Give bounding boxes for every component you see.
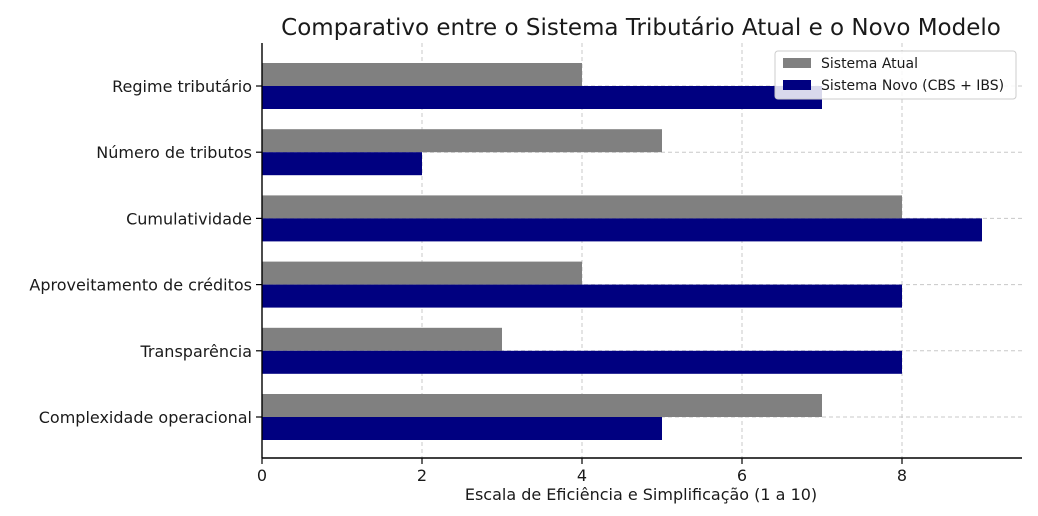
category-label: Aproveitamento de créditos — [29, 276, 252, 295]
bar-atual — [262, 129, 662, 153]
x-tick-label: 6 — [737, 466, 747, 485]
category-label: Cumulatividade — [126, 209, 252, 228]
x-tick-label: 8 — [897, 466, 907, 485]
bar-novo — [262, 86, 822, 109]
legend-frame — [774, 50, 1017, 100]
bar-novo — [262, 152, 422, 176]
bar-novo — [262, 350, 902, 374]
bar-atual — [262, 327, 502, 351]
x-tick-label: 4 — [577, 466, 587, 485]
legend-swatch — [783, 80, 811, 90]
legend-swatch — [783, 58, 811, 68]
bar-atual — [262, 195, 902, 219]
bar-layer — [262, 63, 982, 440]
bar-novo — [262, 218, 982, 242]
x-axis-label: Escala de Eficiência e Simplificação (1 … — [465, 485, 817, 504]
bar-atual — [262, 394, 822, 417]
x-tick-label: 0 — [257, 466, 267, 485]
legend-label: Sistema Atual — [821, 56, 918, 72]
bar-atual — [262, 63, 582, 86]
category-label: Regime tributário — [112, 77, 252, 96]
bar-novo — [262, 417, 662, 440]
legend: Sistema Atual Sistema Novo (CBS + IBS) — [774, 50, 1017, 100]
legend-label: Sistema Novo (CBS + IBS) — [821, 78, 1004, 94]
category-label: Transparência — [140, 342, 253, 361]
axis-layer: 0 2 4 6 8 Regime tributário Número de tributos… — [29, 43, 1022, 485]
bar-atual — [262, 261, 582, 285]
category-label: Número de tributos — [96, 143, 252, 162]
category-label: Complexidade operacional — [39, 408, 252, 427]
bar-novo — [262, 284, 902, 308]
x-tick-label: 2 — [417, 466, 427, 485]
chart-title: Comparativo entre o Sistema Tributário A… — [281, 15, 1001, 41]
